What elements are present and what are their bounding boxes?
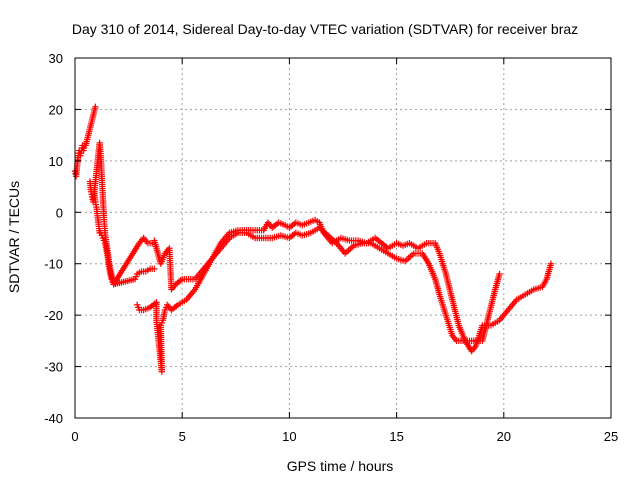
y-tick-label: -20 (44, 308, 63, 323)
axis-layer (74, 57, 612, 419)
y-tick-label: 20 (49, 102, 63, 117)
chart-title: Day 310 of 2014, Sidereal Day-to-day VTE… (72, 21, 578, 37)
y-axis-title: SDTVAR / TECUs (6, 181, 22, 293)
x-tick-label: 15 (389, 429, 403, 444)
data-point (92, 103, 99, 111)
y-tick-label: 30 (49, 51, 63, 66)
tick-label-layer: 0 5 10 15 20 25 -40 -30 -20 -10 0 10 20 30 (44, 51, 618, 444)
x-axis-title: GPS time / hours (287, 458, 394, 474)
y-tick-label: 0 (56, 205, 63, 220)
x-tick-label: 10 (282, 429, 296, 444)
y-tick-label: -40 (44, 411, 63, 426)
data-point (496, 270, 503, 278)
x-tick-label: 20 (497, 429, 511, 444)
x-tick-label: 5 (179, 429, 186, 444)
plot-frame (74, 57, 612, 419)
y-tick-label: -10 (44, 257, 63, 272)
data-point (151, 265, 158, 273)
grid-layer (75, 58, 611, 418)
data-layer (71, 103, 555, 375)
x-tick-label: 0 (71, 429, 78, 444)
y-tick-label: 10 (49, 154, 63, 169)
y-tick-label: -30 (44, 360, 63, 375)
data-point (547, 260, 555, 267)
x-tick-label: 25 (604, 429, 618, 444)
